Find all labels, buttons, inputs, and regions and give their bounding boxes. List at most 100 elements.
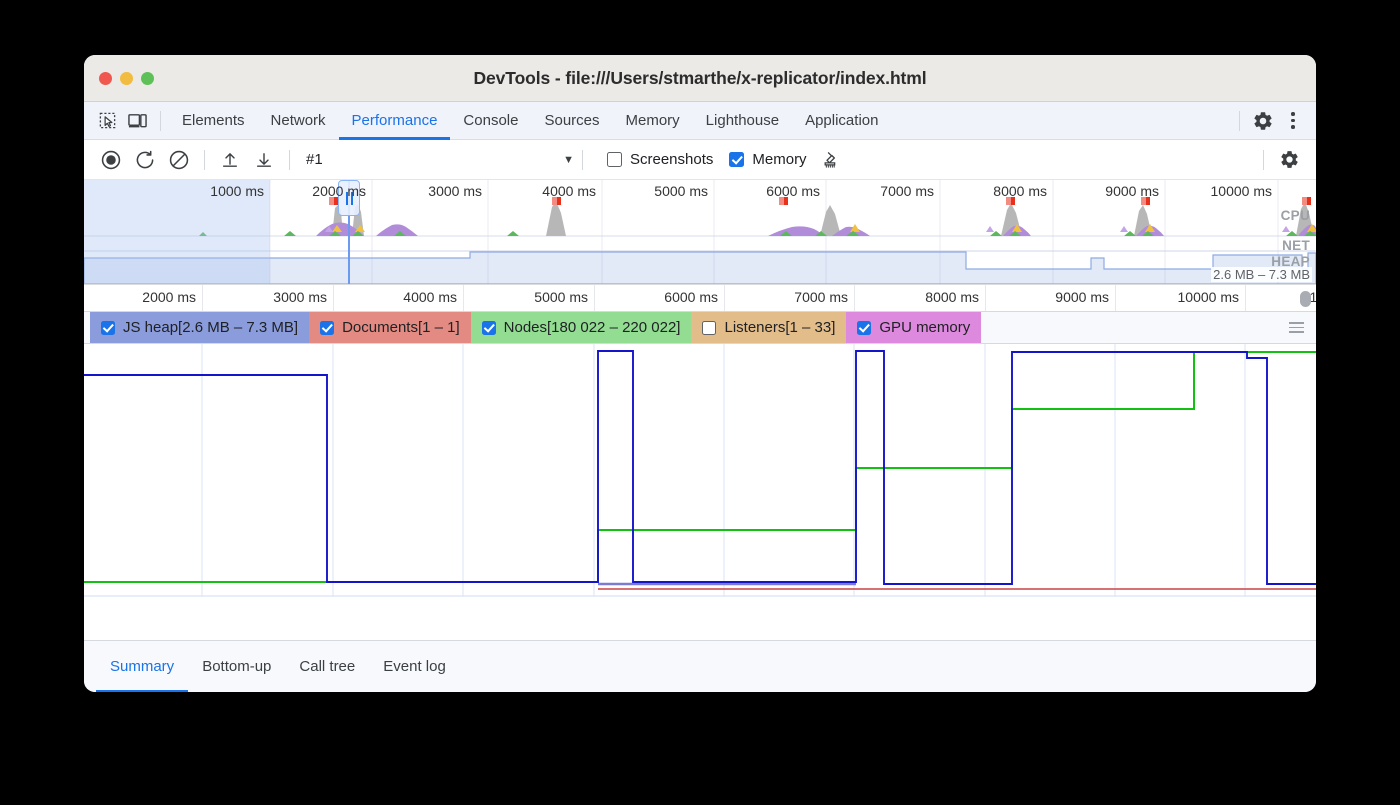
ruler-tick-label: 4000 ms bbox=[403, 289, 457, 305]
drawer-tab-bottom-up[interactable]: Bottom-up bbox=[202, 657, 272, 675]
toolbar-divider-2 bbox=[289, 149, 290, 170]
heap-band-label: HEAP bbox=[1271, 254, 1310, 269]
memory-counters-bar: JS heap[2.6 MB – 7.3 MB] Documents[1 – 1… bbox=[84, 312, 1316, 344]
ruler-tick bbox=[202, 285, 203, 311]
counter-chip-documents[interactable]: Documents[1 – 1] bbox=[309, 312, 471, 343]
tab-console[interactable]: Console bbox=[463, 111, 519, 129]
overview-tick-label: 10000 ms bbox=[1210, 183, 1272, 199]
ruler-tick-label: 10000 ms bbox=[1177, 289, 1239, 305]
toolbar-right-actions bbox=[1255, 145, 1316, 175]
counter-chip-gpu-memory[interactable]: GPU memory bbox=[846, 312, 982, 343]
tabstrip-divider bbox=[160, 110, 161, 131]
ruler-tick-label: 6000 ms bbox=[664, 289, 718, 305]
toolbar-divider-4 bbox=[1263, 149, 1264, 170]
tab-performance[interactable]: Performance bbox=[339, 102, 451, 140]
tab-lighthouse[interactable]: Lighthouse bbox=[705, 111, 780, 129]
traffic-lights bbox=[99, 72, 154, 85]
drawer-tab-summary[interactable]: Summary bbox=[96, 641, 188, 693]
load-profile-icon[interactable] bbox=[213, 145, 247, 175]
counter-checkbox-gpu-memory[interactable] bbox=[857, 320, 872, 335]
ruler-tick-label: 8000 ms bbox=[925, 289, 979, 305]
tabstrip-actions bbox=[1231, 108, 1316, 134]
counters-bar-actions bbox=[1289, 312, 1316, 343]
devtools-tabstrip: Elements Network Performance Console Sou… bbox=[84, 102, 1316, 140]
ruler-tick-label: 3000 ms bbox=[273, 289, 327, 305]
session-select[interactable]: #1 ▼ bbox=[306, 151, 574, 168]
kebab-menu-icon[interactable] bbox=[1278, 108, 1308, 134]
overview-tick-label: 5000 ms bbox=[654, 183, 708, 199]
counter-checkbox-documents[interactable] bbox=[320, 320, 335, 335]
window-titlebar: DevTools - file:///Users/stmarthe/x-repl… bbox=[84, 55, 1316, 102]
ruler-tick bbox=[1115, 285, 1116, 311]
drawer-tab-event-log[interactable]: Event log bbox=[383, 657, 446, 675]
screenshots-checkbox-box[interactable] bbox=[607, 152, 622, 167]
ruler-tick-label: 11000 ms bbox=[1309, 289, 1316, 305]
close-window-button[interactable] bbox=[99, 72, 112, 85]
chevron-down-icon: ▼ bbox=[563, 153, 574, 166]
tabstrip-actions-divider bbox=[1239, 110, 1240, 131]
ruler-tick-label: 5000 ms bbox=[534, 289, 588, 305]
overview-tick-label: 1000 ms bbox=[210, 183, 264, 199]
overview-selection-edge bbox=[348, 180, 350, 284]
capture-settings-gear-icon[interactable] bbox=[1272, 145, 1306, 175]
memory-checkbox-box[interactable] bbox=[729, 152, 745, 167]
clear-recording-icon[interactable] bbox=[162, 145, 196, 175]
counter-chip-nodes[interactable]: Nodes[180 022 – 220 022] bbox=[470, 312, 692, 343]
tab-elements[interactable]: Elements bbox=[182, 111, 245, 129]
counter-label-gpu-memory: GPU memory bbox=[879, 319, 971, 336]
tab-sources[interactable]: Sources bbox=[544, 111, 600, 129]
counter-chip-js-heap[interactable]: JS heap[2.6 MB – 7.3 MB] bbox=[90, 312, 310, 343]
inspect-element-icon[interactable] bbox=[92, 108, 122, 134]
ruler-tick bbox=[724, 285, 725, 311]
gear-icon[interactable] bbox=[1248, 108, 1278, 134]
session-select-value: #1 bbox=[306, 151, 323, 168]
overview-tick-label: 2000 ms bbox=[312, 183, 366, 199]
counter-chip-listeners[interactable]: Listeners[1 – 33] bbox=[691, 312, 847, 343]
collect-garbage-icon[interactable] bbox=[813, 145, 847, 175]
screenshots-label: Screenshots bbox=[630, 151, 714, 168]
playhead-handle[interactable] bbox=[338, 180, 360, 216]
memory-checkbox[interactable]: Memory bbox=[729, 151, 807, 168]
net-band-label: NET bbox=[1282, 238, 1310, 253]
tab-network[interactable]: Network bbox=[270, 111, 326, 129]
zoom-window-button[interactable] bbox=[141, 72, 154, 85]
memory-chart-canvas bbox=[84, 344, 1316, 597]
overview-tick-label: 9000 ms bbox=[1105, 183, 1159, 199]
overview-tick-label: 6000 ms bbox=[766, 183, 820, 199]
reload-and-record-icon[interactable] bbox=[128, 145, 162, 175]
heap-range-badge: 2.6 MB – 7.3 MB bbox=[1211, 267, 1312, 282]
toolbar-divider-3 bbox=[582, 149, 583, 170]
horizontal-scroll-thumb[interactable] bbox=[1300, 291, 1311, 307]
minimize-window-button[interactable] bbox=[120, 72, 133, 85]
overview-canvas bbox=[84, 180, 1316, 284]
counter-label-nodes: Nodes[180 022 – 220 022] bbox=[503, 319, 681, 336]
memory-counters-chart[interactable] bbox=[84, 344, 1316, 597]
ruler-tick bbox=[985, 285, 986, 311]
timeline-ruler[interactable]: 2000 ms 3000 ms 4000 ms 5000 ms 6000 ms … bbox=[84, 285, 1316, 312]
devtools-window: DevTools - file:///Users/stmarthe/x-repl… bbox=[84, 55, 1316, 692]
tab-application[interactable]: Application bbox=[805, 111, 879, 129]
ruler-tick-label: 7000 ms bbox=[794, 289, 848, 305]
ruler-tick bbox=[333, 285, 334, 311]
drawer-tab-call-tree[interactable]: Call tree bbox=[299, 657, 356, 675]
counter-checkbox-nodes[interactable] bbox=[481, 320, 496, 335]
record-icon[interactable] bbox=[94, 145, 128, 175]
counter-checkbox-listeners[interactable] bbox=[702, 320, 717, 335]
counters-menu-icon[interactable] bbox=[1289, 322, 1304, 333]
counter-checkbox-js-heap[interactable] bbox=[101, 320, 115, 335]
screenshots-checkbox[interactable]: Screenshots bbox=[607, 151, 713, 168]
ruler-tick bbox=[1245, 285, 1246, 311]
overview-tick-label: 7000 ms bbox=[880, 183, 934, 199]
ruler-tick-label: 2000 ms bbox=[142, 289, 196, 305]
counter-label-js-heap: JS heap[2.6 MB – 7.3 MB] bbox=[123, 319, 299, 336]
overview-tick-label: 8000 ms bbox=[993, 183, 1047, 199]
overview-tick-label: 4000 ms bbox=[542, 183, 596, 199]
series-nodes bbox=[84, 351, 1316, 583]
ruler-tick bbox=[854, 285, 855, 311]
counter-label-listeners: Listeners[1 – 33] bbox=[724, 319, 836, 336]
tab-memory[interactable]: Memory bbox=[625, 111, 680, 129]
overview-tick-label: 3000 ms bbox=[428, 183, 482, 199]
save-profile-icon[interactable] bbox=[247, 145, 281, 175]
timeline-overview[interactable]: 1000 ms 2000 ms 3000 ms 4000 ms 5000 ms … bbox=[84, 180, 1316, 285]
device-toolbar-icon[interactable] bbox=[122, 108, 152, 134]
